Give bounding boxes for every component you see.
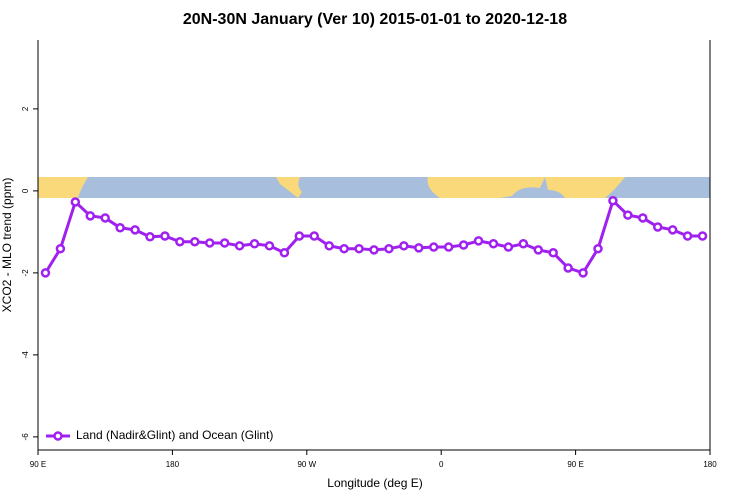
data-point: [249, 239, 260, 249]
axes-frame: [37, 40, 711, 451]
data-point: [70, 197, 81, 207]
data-point: [339, 243, 349, 254]
line-series: [44, 197, 703, 275]
data-point: [175, 236, 185, 247]
data-point: [219, 238, 230, 248]
data-point: [414, 243, 424, 253]
data-point: [264, 241, 275, 251]
x-axis-label: Longitude (deg E): [327, 476, 422, 490]
x-tick-label: 0: [439, 460, 444, 469]
x-tick-label: 90 E: [30, 460, 46, 469]
data-point: [40, 268, 51, 278]
data-point: [638, 213, 648, 223]
y-tick-label: -2: [21, 269, 30, 277]
x-tick-label: 90 E: [567, 460, 583, 469]
data-point: [204, 238, 215, 248]
data-point: [354, 243, 364, 254]
data-point: [160, 231, 170, 241]
data-point: [384, 243, 394, 254]
data-point: [115, 223, 125, 233]
data-point: [503, 242, 514, 252]
y-axis-label: XCO2 - MLO trend (ppm): [0, 178, 14, 313]
data-point: [309, 231, 320, 241]
data-point: [608, 195, 618, 206]
data-point: [488, 239, 499, 249]
data-point: [682, 231, 693, 241]
data-point: [55, 243, 66, 254]
data-point: [190, 236, 200, 247]
data-point: [369, 245, 379, 255]
data-point: [279, 248, 290, 258]
data-point: [563, 263, 573, 273]
data-point: [578, 268, 588, 278]
y-tick-label: -6: [21, 433, 30, 441]
legend-marker: [53, 431, 63, 441]
data-point: [294, 231, 305, 241]
data-point: [458, 240, 469, 250]
data-point: [623, 210, 633, 220]
y-tick-label: 2: [21, 106, 30, 111]
x-tick-label: 180: [166, 460, 180, 469]
data-point: [533, 245, 544, 255]
y-tick-label: 0: [21, 188, 30, 193]
data-point: [234, 241, 245, 251]
data-point: [428, 242, 439, 252]
data-point: [145, 232, 155, 242]
data-point: [324, 241, 334, 251]
map-strip: [38, 177, 710, 198]
data-point: [667, 225, 678, 235]
data-point: [697, 231, 708, 241]
data-point: [85, 211, 96, 221]
data-point: [443, 242, 454, 252]
chart-title: 20N-30N January (Ver 10) 2015-01-01 to 2…: [183, 11, 567, 28]
legend-label: Land (Nadir&Glint) and Ocean (Glint): [76, 428, 273, 442]
data-point: [593, 243, 603, 254]
data-point: [399, 241, 409, 251]
x-tick-label: 90 W: [297, 460, 316, 469]
data-point: [100, 213, 110, 223]
data-point: [130, 225, 140, 235]
data-point: [473, 236, 484, 246]
y-tick-label: -4: [21, 351, 30, 359]
data-point: [652, 222, 663, 232]
data-point: [548, 248, 558, 258]
x-tick-label: 180: [703, 460, 717, 469]
data-point: [518, 239, 529, 249]
